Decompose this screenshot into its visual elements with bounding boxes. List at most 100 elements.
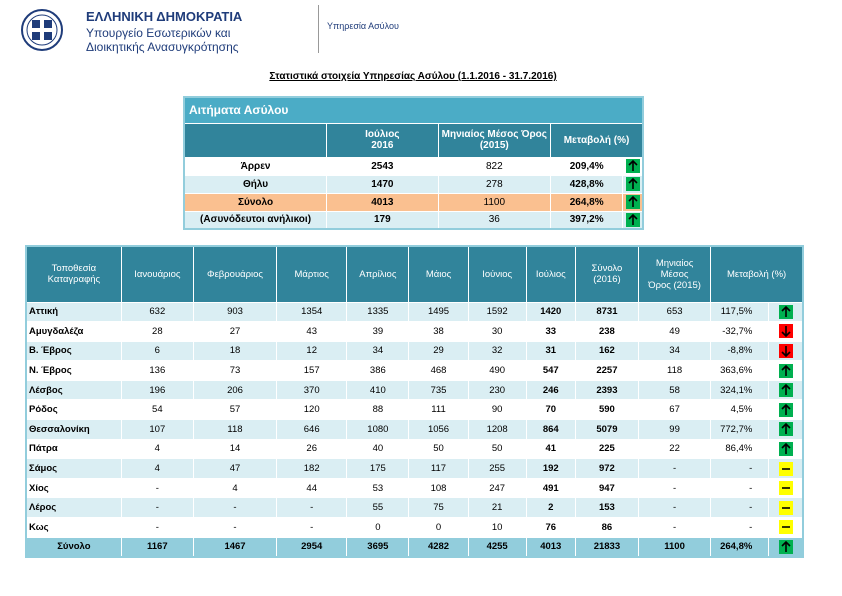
trend-icon — [778, 304, 793, 319]
cell: 111 — [408, 399, 469, 421]
cell: 410 — [346, 379, 410, 401]
cell: 735 — [408, 379, 469, 401]
trend-icon — [778, 422, 793, 437]
trend-cell — [768, 301, 804, 323]
cell: 21 — [467, 497, 527, 519]
trend-icon — [778, 481, 793, 496]
cell: 0 — [408, 517, 469, 538]
trend-cell — [768, 360, 804, 381]
row: Αττική 632 903 1354 1335 1495 1592 1420 8731 653 1… — [25, 301, 804, 323]
cell: 1495 — [408, 301, 469, 323]
trend-icon — [778, 383, 793, 398]
cell: 53 — [346, 477, 410, 499]
title: Στατιστικά στοιχεία Υπηρεσίας Ασύλου (1.… — [269, 71, 557, 82]
cell: -32,7% — [710, 321, 770, 342]
header-cell: Φεβρουάριος — [192, 245, 278, 303]
cell: 47 — [192, 458, 278, 479]
row: (Ασυνόδευτοι ανήλικοι) 179 36 397,2% — [183, 210, 644, 230]
header-cell: Μεταβολή (%) — [710, 245, 804, 303]
cell: 491 — [525, 477, 576, 499]
cell: 4,5% — [710, 399, 770, 421]
cell: 50 — [467, 438, 527, 460]
trend-icon — [778, 343, 793, 358]
cell: 120 — [276, 399, 348, 421]
row: Λέρος - - -55 75 21 2 153- - — [25, 497, 804, 519]
cell: 90 — [467, 399, 527, 421]
cell: 947 — [574, 477, 640, 499]
divider — [318, 5, 319, 53]
cell: 363,6% — [710, 360, 770, 381]
cell: 27 — [192, 321, 278, 342]
trend-cell — [622, 156, 644, 176]
cell: 4 — [192, 477, 278, 499]
cell: 34 — [346, 340, 410, 362]
cell: 175 — [346, 458, 410, 479]
cell: 117,5% — [710, 301, 770, 323]
trend-cell — [768, 458, 804, 479]
cell: 822 — [437, 156, 552, 176]
cell: 10 — [467, 517, 527, 538]
row-label: Κως — [25, 517, 122, 538]
row-label: Ρόδος — [25, 399, 122, 421]
row-label: Χίος — [25, 477, 122, 499]
cell: 1100 — [437, 192, 552, 212]
cell: - — [710, 517, 770, 538]
cell: 5079 — [574, 419, 640, 440]
cell: 99 — [637, 419, 712, 440]
cell: 255 — [467, 458, 527, 479]
header-cell: Μηνιαίος Μέσος Όρος (2015) — [637, 245, 712, 303]
trend-cell — [768, 497, 804, 519]
trend-arrow — [628, 213, 638, 225]
header-cell: Σύνολο (2016) — [574, 245, 640, 303]
locations-table: Τοποθεσία Καταγραφής Ιανουάριος Φεβρουάριο… — [25, 245, 804, 558]
cell: 2954 — [276, 536, 348, 558]
trend-cell — [622, 210, 644, 230]
cell: 1208 — [467, 419, 527, 440]
row-label: Αττική — [25, 301, 122, 323]
ministry-line: Υπουργείο Εσωτερικών και — [86, 26, 231, 40]
cell: - — [120, 517, 194, 538]
cell: 29 — [408, 340, 469, 362]
header-cell: Μηνιαίος Μέσος Όρος (2015) — [437, 122, 552, 158]
trend-icon — [778, 363, 793, 378]
cell: 196 — [120, 379, 194, 401]
trend-arrow — [781, 384, 791, 396]
trend-cell — [768, 419, 804, 440]
cell: 118 — [637, 360, 712, 381]
header-cell: Ιανουάριος — [120, 245, 194, 303]
cell: 468 — [408, 360, 469, 381]
cell: 32 — [467, 340, 527, 362]
cell: 86 — [574, 517, 640, 538]
row: Β. Έβρος 6 18 12 34 29 32 31 162 34 -8,8% — [25, 340, 804, 362]
cell: 153 — [574, 497, 640, 519]
row-label: Β. Έβρος — [25, 340, 122, 362]
cell: 238 — [574, 321, 640, 342]
cell: 247 — [467, 477, 527, 499]
cell: 8731 — [574, 301, 640, 323]
trend-icon — [625, 177, 640, 191]
cell: - — [637, 458, 712, 479]
cell: -8,8% — [710, 340, 770, 362]
cell: 50 — [408, 438, 469, 460]
cell: 1470 — [326, 174, 439, 194]
cell: 3695 — [346, 536, 410, 558]
header-cell: Ιούλιος — [525, 245, 576, 303]
cell: 1100 — [637, 536, 712, 558]
cell: 108 — [408, 477, 469, 499]
cell: 107 — [120, 419, 194, 440]
cell: - — [710, 458, 770, 479]
trend-cell — [622, 192, 644, 212]
cell: 43 — [276, 321, 348, 342]
trend-cell — [768, 321, 804, 342]
row: Αμυγδαλέζα 28 27 43 39 38 30 33 238 49 -32,7% — [25, 321, 804, 342]
trend-icon — [778, 402, 793, 417]
cell: 264,8% — [710, 536, 770, 558]
row-label: Λέρος — [25, 497, 122, 519]
header-row: Τοποθεσία Καταγραφής Ιανουάριος Φεβρουάριο… — [25, 245, 804, 303]
title-row: Αιτήματα Ασύλου — [183, 96, 644, 124]
row: Πάτρα 4 14 26 40 50 50 41 225 22 86,4% — [25, 438, 804, 460]
row-label: Άρρεν — [183, 156, 328, 176]
row-label: Αμυγδαλέζα — [25, 321, 122, 342]
cell: 2393 — [574, 379, 640, 401]
cell: - — [276, 497, 348, 519]
